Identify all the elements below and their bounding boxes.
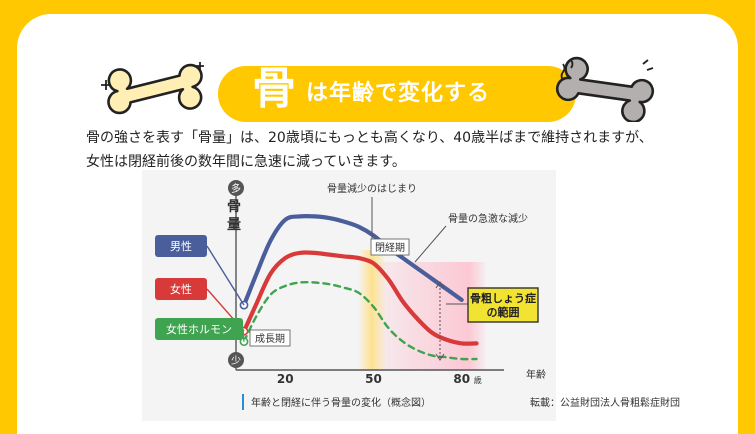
x-axis-label: 年齢 <box>526 368 546 381</box>
series-line-2 <box>242 280 478 361</box>
intro-text-line2: 女性は閉経前後の数年間に急速に減っていきます。 <box>86 154 406 170</box>
bracket-arrows <box>435 281 445 361</box>
annotation-decline-start: 骨量減少のはじまり <box>327 182 417 195</box>
legend-box-2 <box>155 318 243 340</box>
leader-line-rapid-decline <box>414 225 447 263</box>
legend-connector-2 <box>242 328 245 342</box>
banner-title: は年齢で変化する <box>306 81 491 106</box>
crack-marks-icon <box>560 59 654 81</box>
x-tick-label-20: 20 <box>277 372 294 386</box>
annotation-osteoporosis-line2: の範囲 <box>487 305 520 319</box>
credit-text: 転載：公益財団法人骨粗鬆症財団 <box>530 396 680 409</box>
y-high-badge <box>228 180 244 196</box>
legend-box-1 <box>155 278 207 300</box>
right-bone-icon <box>555 56 655 122</box>
x-unit-label: 歳 <box>474 375 482 385</box>
y-low-badge <box>228 352 244 368</box>
series-line-1 <box>241 250 479 346</box>
sparkle-icon <box>101 62 204 90</box>
annotation-osteoporosis-line1: 骨粗しょう症 <box>470 291 536 305</box>
annotation-menopause: 閉経期 <box>375 241 405 254</box>
menopause-box <box>370 238 410 256</box>
legend-connector-0 <box>206 245 245 306</box>
bone-mass-chart: 多 少 骨量 20 50 80 歳 年齢 骨量減少のはじまり 骨量の急激な減少 閉経期… <box>155 180 680 410</box>
legend-label-0: 男性 <box>170 239 192 253</box>
osteoporosis-label-box <box>467 287 539 323</box>
intro-text-line1: 骨の強さを表す「骨量」は、20歳頃にもっとも高くなり、40歳半ばまで維持されます… <box>86 130 653 146</box>
growth-period-box <box>249 329 291 347</box>
caption-marker <box>242 394 244 410</box>
chart-caption: 年齢と閉経に伴う骨量の変化（概念図） <box>251 396 431 409</box>
y-axis-label: 骨量 <box>227 198 241 233</box>
y-high-label: 多 <box>231 182 241 195</box>
legend-label-1: 女性 <box>170 282 192 296</box>
series-line-0 <box>241 213 464 308</box>
legend-box-0 <box>155 235 207 257</box>
x-tick-label-50: 50 <box>365 372 382 386</box>
annotation-growth-period: 成長期 <box>255 333 285 345</box>
left-bone-icon <box>101 62 204 115</box>
title-banner <box>218 66 576 122</box>
x-tick-label-80: 80 <box>453 372 470 386</box>
annotation-rapid-decline: 骨量の急激な減少 <box>448 212 528 225</box>
x-tick-labels: 20 50 80 歳 <box>277 372 482 386</box>
legend-label-2: 女性ホルモン <box>166 322 232 336</box>
banner-bone-character: 骨 <box>252 63 296 114</box>
y-low-label: 少 <box>231 355 241 367</box>
